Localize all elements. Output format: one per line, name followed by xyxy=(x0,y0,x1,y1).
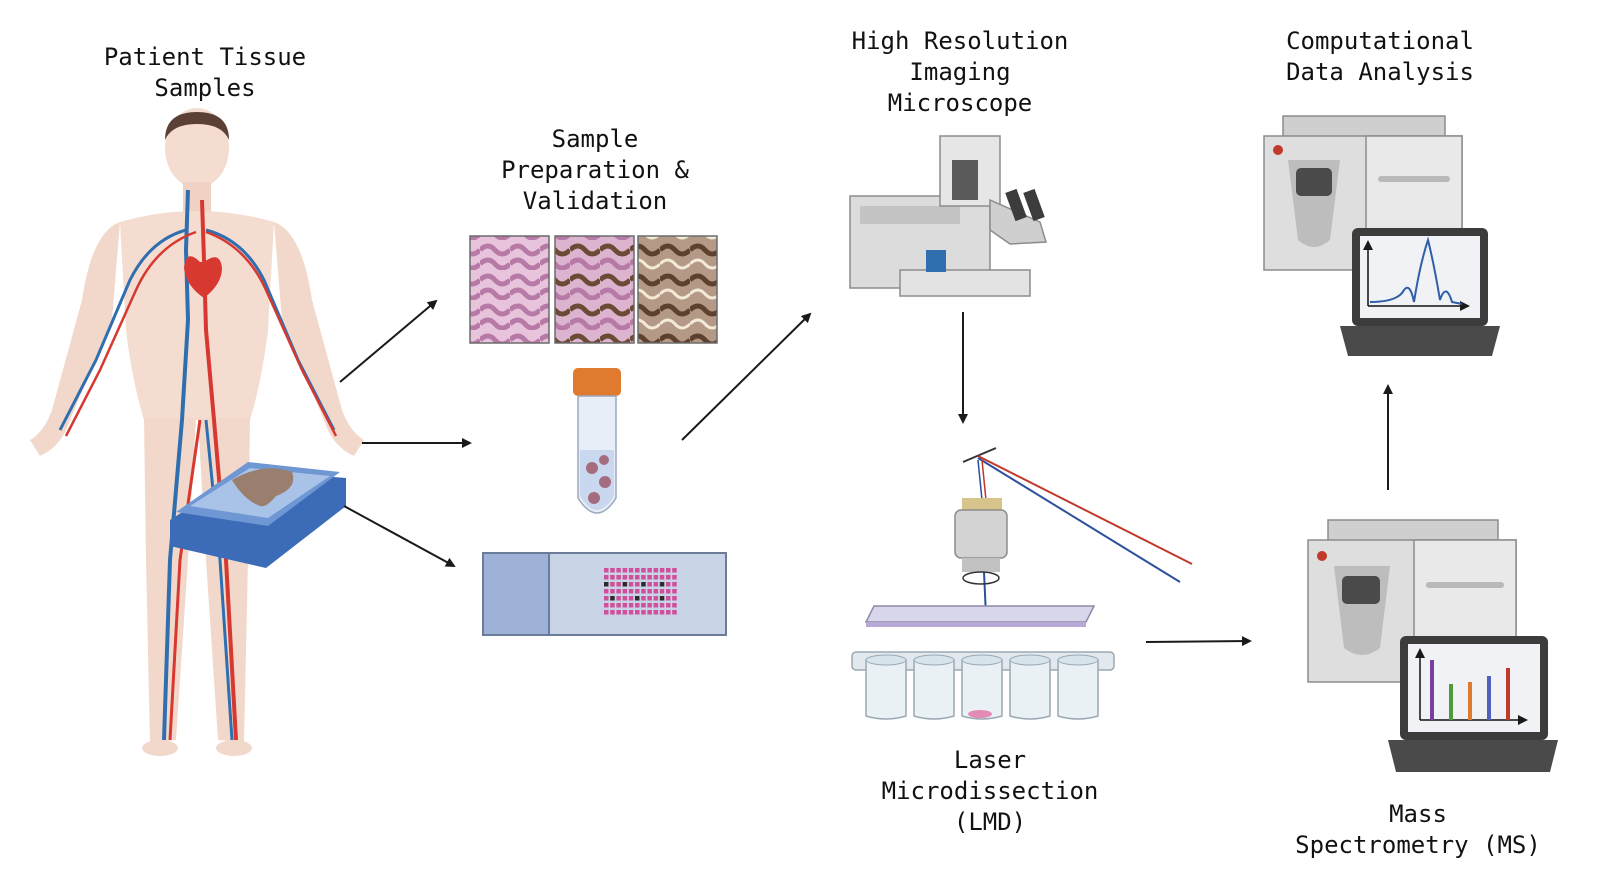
imaging-microscope-label: High Resolution Imaging Microscope xyxy=(851,27,1069,117)
workflow-arrows xyxy=(339,299,1393,647)
laptop-icon xyxy=(1340,228,1500,356)
arrow-body-to-tissue xyxy=(339,299,438,383)
human-body-icon xyxy=(30,108,364,756)
centrifuge-tube-icon xyxy=(573,368,621,514)
tissue-slide-icon xyxy=(170,462,346,568)
arrow-body-to-slide xyxy=(343,505,456,567)
arrow-lmd-to-ms xyxy=(1145,636,1252,647)
microarray-slide-icon xyxy=(482,552,727,636)
laser-microdissection-label: Laser Microdissection (LMD) xyxy=(881,746,1099,836)
stained-tissue-icon xyxy=(469,235,718,344)
sample-preparation-label: Sample Preparation & Validation xyxy=(501,125,689,215)
well-plate-icon xyxy=(851,651,1115,720)
patient-tissue-samples-label: Patient Tissue Samples xyxy=(103,43,307,102)
objective-lens-icon xyxy=(864,447,1193,627)
computational-analysis-label: Computational Data Analysis xyxy=(1286,27,1474,86)
microscope-icon xyxy=(849,135,1047,297)
laptop-icon xyxy=(1388,636,1558,772)
arrow-prep-to-microscope xyxy=(681,312,812,441)
mass-spectrometry-label: Mass Spectrometry (MS) xyxy=(1295,800,1541,859)
